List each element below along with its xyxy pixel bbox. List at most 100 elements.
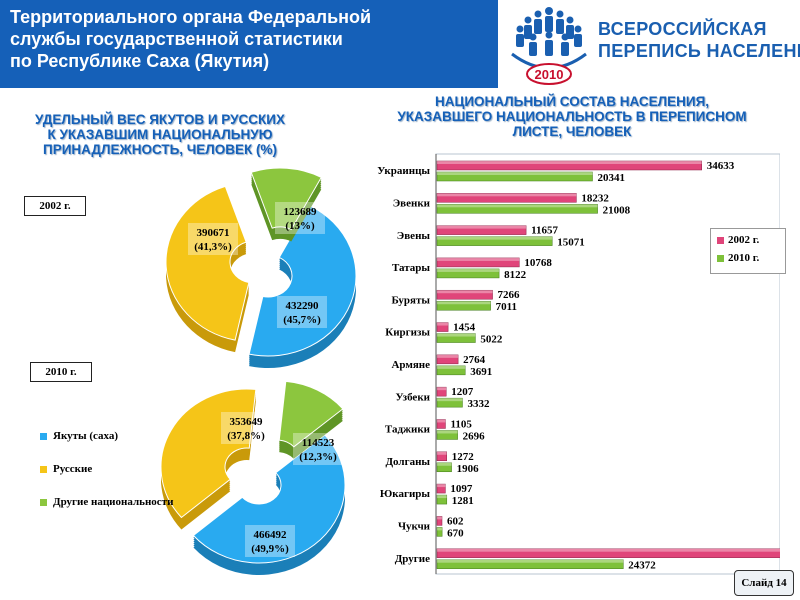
bar-2010-value: 670 bbox=[447, 527, 464, 539]
category-label: Эвены bbox=[397, 230, 431, 242]
bar-2002 bbox=[436, 225, 527, 235]
bar-2002-value: 10768 bbox=[524, 257, 552, 269]
bar-2010-value: 15071 bbox=[557, 237, 585, 249]
bar-2010-value: 8122 bbox=[504, 269, 527, 281]
data-label-box bbox=[221, 412, 271, 444]
category-label: Татары bbox=[392, 262, 430, 274]
bar-2002-value: 602 bbox=[447, 515, 464, 527]
slice-russians bbox=[160, 388, 257, 519]
legend-label: Русские bbox=[53, 463, 93, 475]
data-label-pct: (12,3%) bbox=[299, 451, 337, 463]
right-title-line: НАЦИОНАЛЬНЫЙ СОСТАВ НАСЕЛЕНИЯ, bbox=[434, 94, 710, 109]
data-label-box bbox=[277, 296, 327, 328]
bar-2010-highlight bbox=[437, 172, 593, 175]
bar-2010-value: 1906 bbox=[457, 463, 480, 475]
bar-2010-value: 5022 bbox=[480, 334, 503, 346]
bar-2010-highlight bbox=[437, 333, 476, 337]
bar-2010-highlight bbox=[437, 301, 491, 305]
data-label-value: 114523 bbox=[302, 437, 335, 449]
bar-2010 bbox=[436, 204, 598, 214]
data-label-pct: (13%) bbox=[285, 220, 315, 232]
census-title: ВСЕРОССИЙСКАЯ ПЕРЕПИСЬ НАСЕЛЕНИЯ bbox=[598, 18, 800, 62]
bar-2002-value: 2764 bbox=[463, 354, 486, 366]
data-label-value: 466492 bbox=[254, 529, 288, 541]
bar-2010-value: 1281 bbox=[452, 495, 474, 507]
header-title-line: Территориального органа Федеральной bbox=[10, 7, 372, 27]
category-label: Долганы bbox=[385, 456, 430, 468]
data-label-value: 353649 bbox=[230, 416, 264, 428]
category-label: Украинцы bbox=[377, 165, 430, 177]
bar-2010 bbox=[436, 300, 491, 311]
bar-2010 bbox=[436, 559, 624, 569]
legend-label: 2002 г. bbox=[728, 234, 760, 246]
legend-label: Якуты (саха) bbox=[53, 430, 119, 442]
logo-year: 2010 bbox=[535, 67, 564, 82]
bar-2010 bbox=[436, 171, 593, 182]
bar-2002-highlight bbox=[437, 257, 520, 261]
slice-yakuts bbox=[248, 204, 357, 357]
bar-2002-value: 34633 bbox=[707, 160, 735, 172]
bar-2002 bbox=[436, 483, 446, 494]
bar-2002-value: 1097 bbox=[450, 483, 473, 495]
census-title-line: ВСЕРОССИЙСКАЯ bbox=[598, 19, 767, 39]
header: Территориального органа Федеральной служ… bbox=[0, 0, 800, 88]
bar-2010 bbox=[436, 430, 458, 440]
bar-2002 bbox=[436, 419, 446, 429]
bar-2002-value: 18232 bbox=[581, 192, 609, 204]
data-label-value: 432290 bbox=[286, 300, 320, 312]
year-label-2002: 2002 г. bbox=[24, 196, 86, 216]
bar-legend: 2002 г. 2010 г. bbox=[710, 228, 786, 274]
bar-2010-value: 7011 bbox=[496, 301, 517, 313]
bar-2002 bbox=[436, 257, 520, 268]
left-title-line: К УКАЗАВШИМ НАЦИОНАЛЬНУЮ bbox=[47, 127, 273, 142]
bar-2002 bbox=[436, 322, 449, 332]
bar-2010-value: 3332 bbox=[467, 398, 490, 410]
bar-2010 bbox=[436, 333, 476, 343]
bar-2002-value: 11657 bbox=[531, 225, 558, 237]
category-label: Узбеки bbox=[395, 391, 430, 403]
bar-2010-highlight bbox=[437, 559, 624, 563]
bar-2010-highlight bbox=[437, 398, 463, 402]
plot-area bbox=[435, 153, 780, 575]
data-label-value: 123689 bbox=[284, 206, 318, 218]
bar-2002-highlight bbox=[437, 193, 577, 197]
bar-2002-highlight bbox=[437, 548, 780, 552]
bar-2010-highlight bbox=[437, 204, 598, 208]
legend-item-yakuts: Якуты (саха) bbox=[40, 430, 180, 443]
bar-2010 bbox=[436, 527, 443, 537]
legend-label: 2010 г. bbox=[728, 252, 760, 264]
bar-2002-highlight bbox=[437, 387, 447, 391]
legend-swatch bbox=[40, 433, 47, 440]
bar-2010 bbox=[436, 494, 448, 505]
bar-2010 bbox=[436, 462, 452, 473]
data-label-pct: (37,8%) bbox=[227, 430, 265, 442]
bar-2002-highlight bbox=[437, 516, 442, 520]
donut-legend: Якуты (саха) Русские Другие национальнос… bbox=[40, 430, 180, 529]
bar-2010-value: 2696 bbox=[463, 430, 486, 442]
bar-2010-value: 24372 bbox=[628, 560, 656, 572]
data-label-pct: (41,3%) bbox=[194, 241, 232, 253]
bar-2010 bbox=[436, 397, 463, 408]
right-section-title: НАЦИОНАЛЬНЫЙ СОСТАВ НАСЕЛЕНИЯ, УКАЗАВШЕГ… bbox=[352, 94, 792, 139]
bar-2010-highlight bbox=[437, 430, 458, 434]
census-logo: 2010 bbox=[511, 7, 587, 85]
legend-item-russians: Русские bbox=[40, 463, 180, 476]
donut-chart-2010: 466492 (49,9%) 353649 (37,8%) 114523 (12,3%) bbox=[160, 380, 346, 575]
data-label-pct: (45,7%) bbox=[283, 314, 321, 326]
legend-swatch bbox=[40, 499, 47, 506]
category-label: Киргизы bbox=[385, 327, 430, 339]
bar-2010-highlight bbox=[437, 495, 447, 499]
data-label-box bbox=[245, 525, 295, 557]
bar-2010 bbox=[436, 236, 553, 246]
data-label-pct: (49,9%) bbox=[251, 543, 289, 555]
legend-swatch bbox=[717, 254, 724, 262]
category-label: Таджики bbox=[385, 424, 431, 436]
bar-2002-highlight bbox=[437, 161, 702, 164]
header-title-line: службы государственной статистики bbox=[10, 29, 343, 49]
category-label: Чукчи bbox=[398, 521, 431, 533]
bar-2002 bbox=[436, 516, 443, 526]
year-label-2010: 2010 г. bbox=[30, 362, 92, 382]
legend-item-2002: 2002 г. bbox=[717, 234, 779, 246]
category-label: Эвенки bbox=[393, 197, 431, 209]
header-title: Территориального органа Федеральной служ… bbox=[0, 0, 498, 88]
